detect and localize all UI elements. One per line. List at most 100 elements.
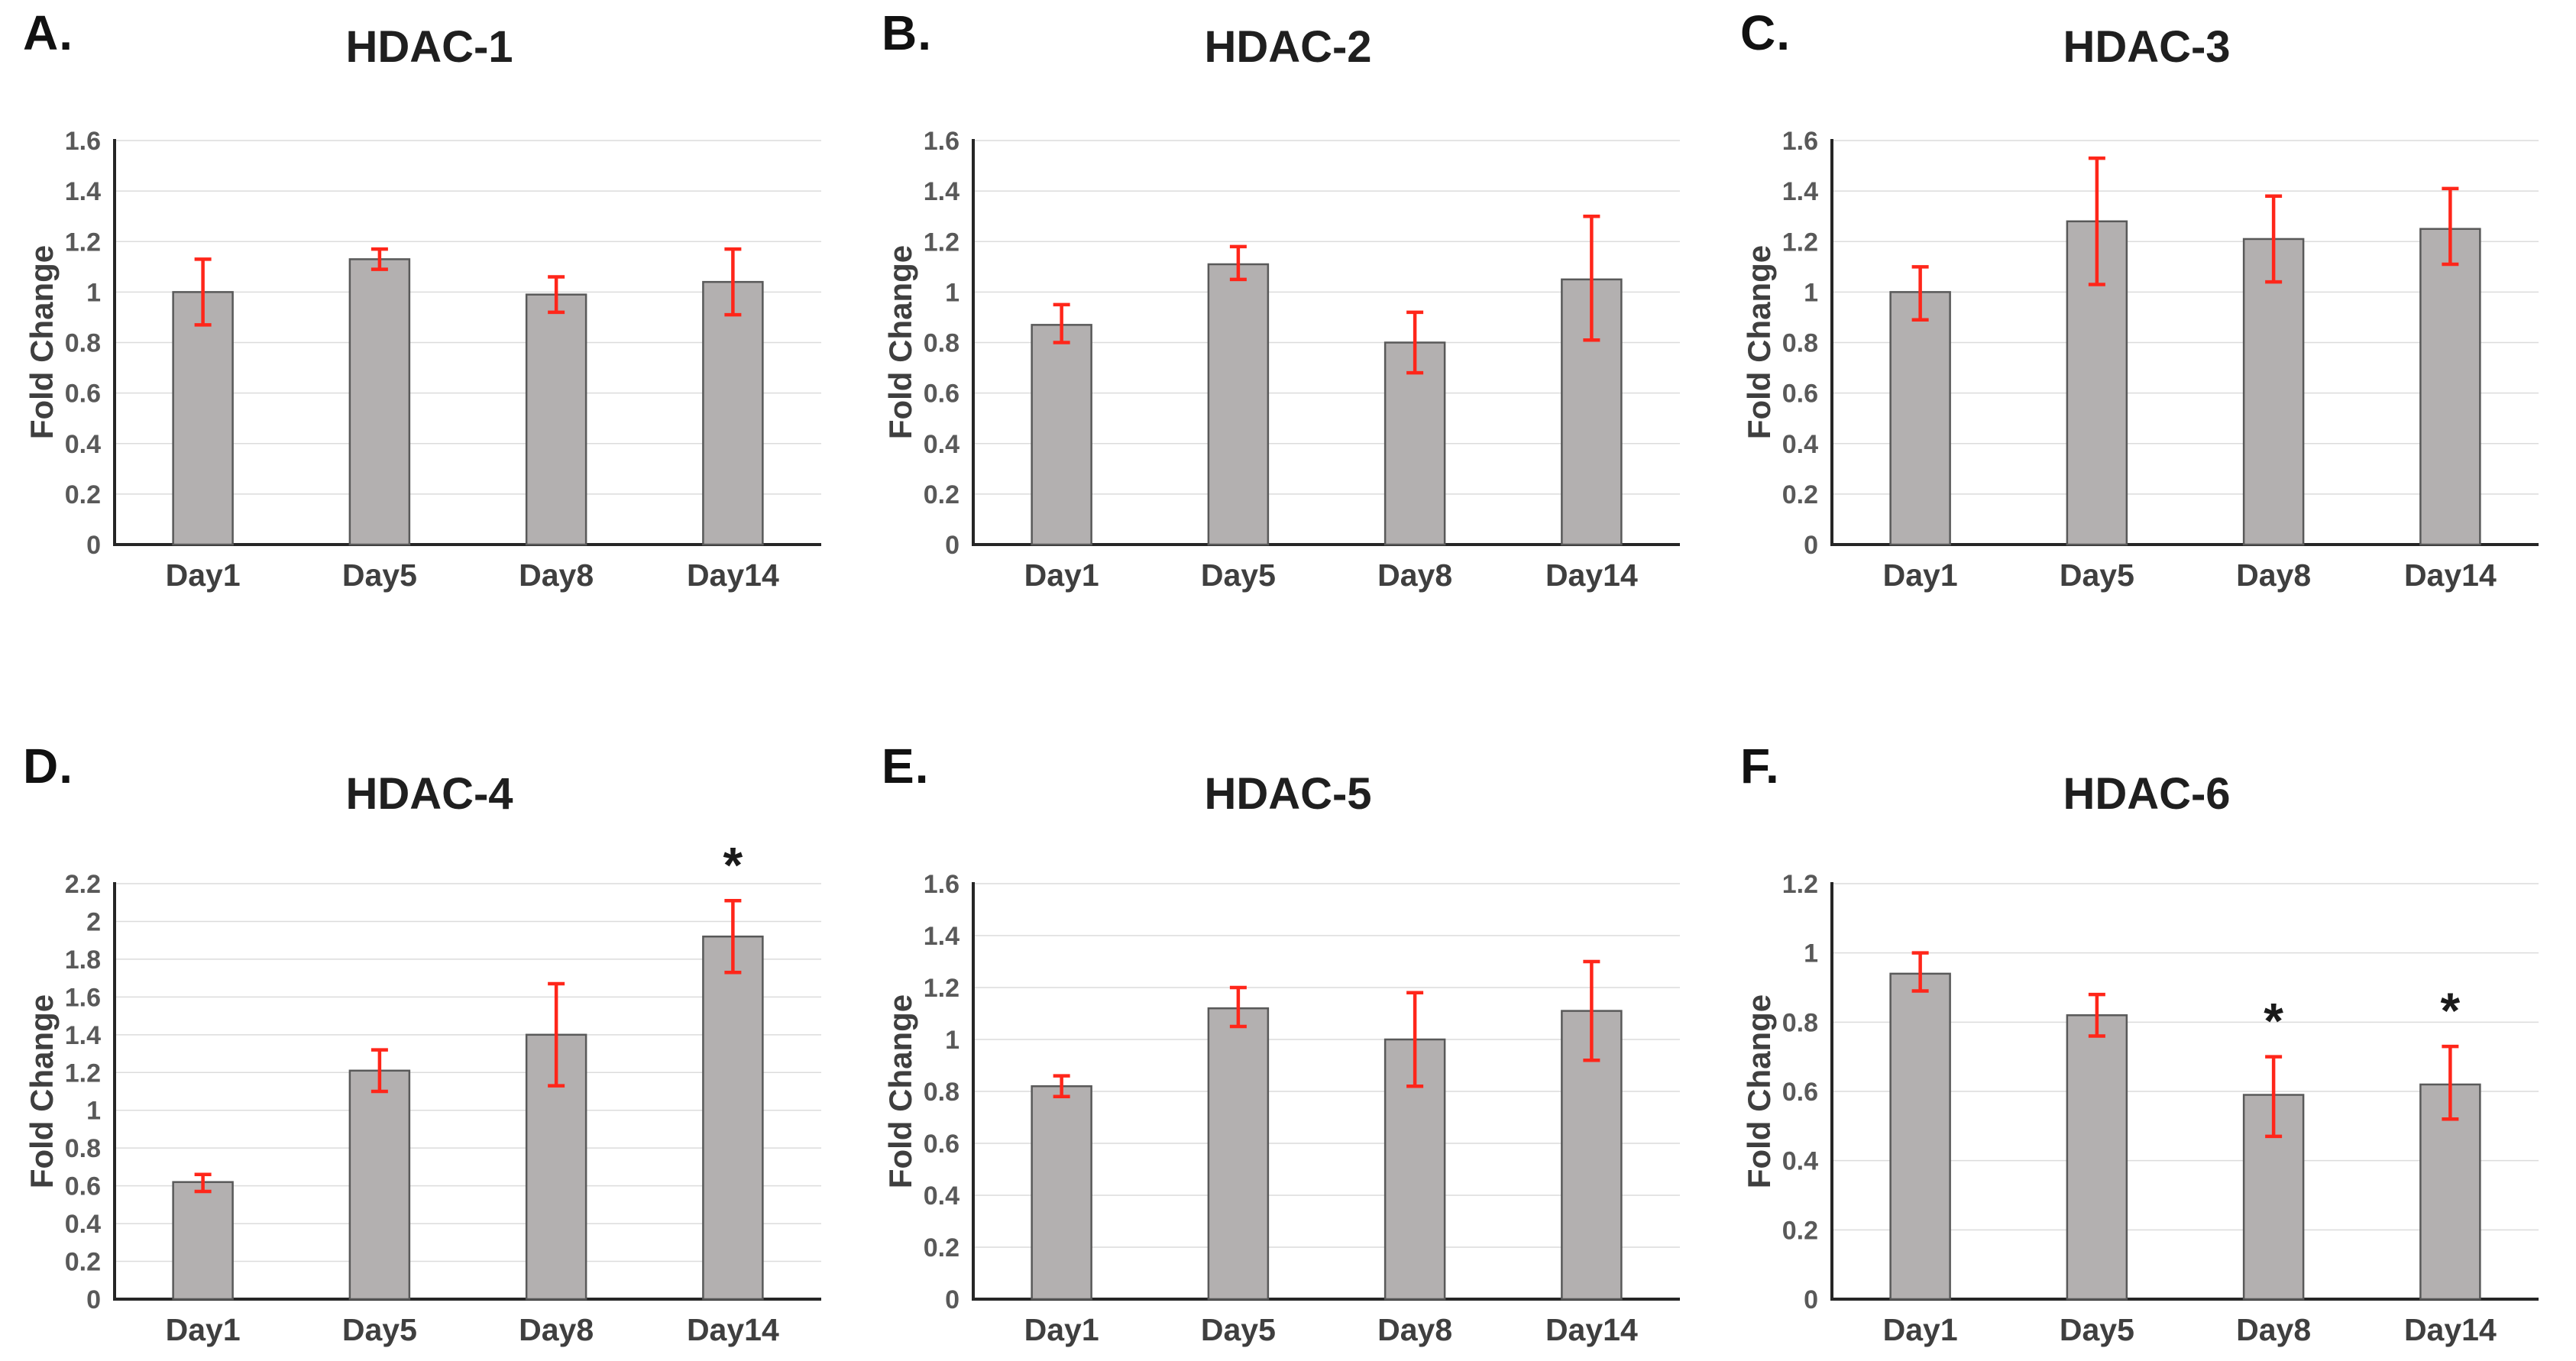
y-tick-label: 1.2 bbox=[65, 228, 101, 257]
bar-day14 bbox=[702, 280, 764, 546]
chart-title: HDAC-1 bbox=[345, 22, 513, 72]
significance-asterisk: * bbox=[2441, 982, 2461, 1039]
y-tick-label: 0 bbox=[945, 531, 960, 560]
x-tick-label: Day8 bbox=[1377, 1312, 1452, 1347]
x-tick-label: Day1 bbox=[1024, 1312, 1099, 1347]
y-tick-label: 1.8 bbox=[65, 946, 101, 975]
chart-title: HDAC-4 bbox=[345, 769, 513, 819]
x-tick-label: Day1 bbox=[1024, 558, 1099, 593]
y-tick-label: 0.4 bbox=[924, 430, 960, 459]
x-tick-label: Day14 bbox=[687, 1312, 779, 1347]
y-tick-label: 0.6 bbox=[924, 380, 960, 409]
y-tick-label: 1 bbox=[1804, 939, 1818, 968]
bar-day14 bbox=[2419, 228, 2481, 546]
bar-day1 bbox=[1031, 1085, 1092, 1301]
x-tick-label: Day1 bbox=[1883, 558, 1958, 593]
panel-letter-f: F. bbox=[1740, 739, 1780, 794]
y-tick-label: 0.6 bbox=[1782, 1078, 1818, 1107]
bar-day1 bbox=[172, 1181, 234, 1301]
bar-day5 bbox=[1207, 263, 1270, 546]
x-tick-label: Day5 bbox=[342, 1312, 417, 1347]
y-tick-label: 0.8 bbox=[924, 329, 960, 358]
y-tick-label: 1.2 bbox=[65, 1059, 101, 1088]
x-tick-label: Day1 bbox=[166, 1312, 241, 1347]
x-tick-label: Day8 bbox=[2236, 1312, 2311, 1347]
y-tick-label: 1.6 bbox=[924, 127, 960, 156]
y-tick-label: 2 bbox=[86, 907, 101, 936]
y-tick-label: 1.4 bbox=[924, 922, 960, 951]
y-tick-label: 1.4 bbox=[1782, 177, 1818, 206]
y-tick-label: 1 bbox=[945, 278, 960, 307]
panel-hdac-1: A. HDAC-1 Fold Change 0 0.2 0.4 0.6 0.8 1 1.2 1… bbox=[0, 0, 859, 680]
y-tick-label: 0.6 bbox=[1782, 380, 1818, 409]
bar-day5 bbox=[348, 1069, 411, 1301]
y-tick-label: 0.8 bbox=[65, 1134, 101, 1163]
x-tick-label: Day5 bbox=[2060, 1312, 2134, 1347]
x-tick-label: Day5 bbox=[1201, 1312, 1276, 1347]
panel-hdac-5: E. HDAC-5 Fold Change 0 0.2 0.4 0.6 0.8 1 1.2 1… bbox=[859, 680, 1717, 1360]
x-tick-label: Day8 bbox=[519, 558, 594, 593]
y-tick-label: 1.4 bbox=[65, 177, 101, 206]
bar-day14 bbox=[702, 935, 764, 1301]
y-tick-label: 0 bbox=[86, 1285, 101, 1314]
y-tick-label: 1 bbox=[86, 278, 101, 307]
y-tick-label: 1.4 bbox=[65, 1021, 101, 1050]
x-tick-label: Day5 bbox=[2060, 558, 2134, 593]
bar-day1 bbox=[1889, 291, 1951, 546]
panel-letter-b: B. bbox=[882, 5, 932, 60]
y-tick-label: 0 bbox=[1804, 1285, 1818, 1314]
significance-asterisk: * bbox=[723, 836, 743, 893]
bar-chart-hdac-4: 0 0.2 0.4 0.6 0.8 1 1.2 1.4 1.6 1.8 2 2.2 Day1 Day5 Da… bbox=[65, 836, 821, 1347]
bar-chart-hdac-5: 0 0.2 0.4 0.6 0.8 1 1.2 1.4 1.6 Day1 Day5 Day8 Day14 bbox=[924, 870, 1680, 1347]
y-tick-label: 1.6 bbox=[924, 870, 960, 899]
y-tick-label: 0.4 bbox=[1782, 430, 1818, 459]
y-tick-label: 1 bbox=[945, 1026, 960, 1055]
panel-hdac-3: C. HDAC-3 Fold Change 0 0.2 0.4 0.6 0.8 1 1.2 1… bbox=[1717, 0, 2576, 680]
x-tick-label: Day1 bbox=[166, 558, 241, 593]
x-tick-label: Day5 bbox=[342, 558, 417, 593]
panel-hdac-6: F. HDAC-6 Fold Change 0 0.2 0.4 0.6 0.8 1 1.2 D… bbox=[1717, 680, 2576, 1360]
bar-day8 bbox=[2242, 238, 2305, 546]
y-tick-label: 0.6 bbox=[924, 1130, 960, 1159]
y-tick-label: 0.2 bbox=[924, 480, 960, 509]
y-tick-label: 1.6 bbox=[65, 127, 101, 156]
bar-chart-hdac-3: 0 0.2 0.4 0.6 0.8 1 1.2 1.4 1.6 Day1 Day5 Day8 Day14 bbox=[1782, 127, 2539, 593]
y-tick-label: 1.4 bbox=[924, 177, 960, 206]
y-tick-label: 0 bbox=[945, 1285, 960, 1314]
bar-day5 bbox=[348, 258, 411, 546]
panel-hdac-2: B. HDAC-2 Fold Change 0 0.2 0.4 0.6 0.8 1 1.2 1… bbox=[859, 0, 1717, 680]
panel-letter-c: C. bbox=[1740, 5, 1791, 60]
x-tick-label: Day14 bbox=[687, 558, 779, 593]
bar-chart-hdac-6: 0 0.2 0.4 0.6 0.8 1 1.2 Day1 Day5 Day8 * Day14 * bbox=[1782, 870, 2539, 1347]
bar-day8 bbox=[1383, 341, 1446, 546]
y-tick-label: 0.2 bbox=[65, 480, 101, 509]
y-tick-label: 0 bbox=[1804, 531, 1818, 560]
y-tick-label: 1 bbox=[86, 1097, 101, 1126]
bar-day5 bbox=[2066, 1014, 2128, 1301]
y-tick-label: 0.2 bbox=[924, 1233, 960, 1262]
bar-chart-hdac-2: 0 0.2 0.4 0.6 0.8 1 1.2 1.4 1.6 Day1 Day5 Day8 Day14 bbox=[924, 127, 1680, 593]
x-tick-label: Day14 bbox=[2404, 1312, 2497, 1347]
y-tick-label: 0.4 bbox=[1782, 1147, 1818, 1176]
chart-title: HDAC-5 bbox=[1204, 769, 1372, 819]
y-tick-label: 1.2 bbox=[924, 228, 960, 257]
x-tick-label: Day14 bbox=[2404, 558, 2497, 593]
y-tick-label: 1.2 bbox=[1782, 228, 1818, 257]
y-tick-label: 1.6 bbox=[1782, 127, 1818, 156]
y-tick-label: 0.8 bbox=[65, 329, 101, 358]
y-tick-label: 1.6 bbox=[65, 983, 101, 1012]
panel-hdac-4: D. HDAC-4 Fold Change 0 0.2 0.4 0.6 0.8 1 1.2 1… bbox=[0, 680, 859, 1360]
chart-title: HDAC-6 bbox=[2063, 769, 2231, 819]
bar-day8 bbox=[525, 293, 587, 546]
y-tick-label: 2.2 bbox=[65, 870, 101, 899]
y-tick-label: 0.2 bbox=[1782, 480, 1818, 509]
y-tick-label: 1 bbox=[1804, 278, 1818, 307]
y-tick-label: 0.8 bbox=[1782, 1008, 1818, 1037]
panel-letter-e: E. bbox=[882, 739, 930, 794]
y-tick-label: 0.2 bbox=[65, 1248, 101, 1277]
y-tick-label: 0.8 bbox=[924, 1078, 960, 1107]
x-tick-label: Day8 bbox=[2236, 558, 2311, 593]
panel-letter-d: D. bbox=[23, 739, 73, 794]
y-tick-label: 0.6 bbox=[65, 1172, 101, 1201]
